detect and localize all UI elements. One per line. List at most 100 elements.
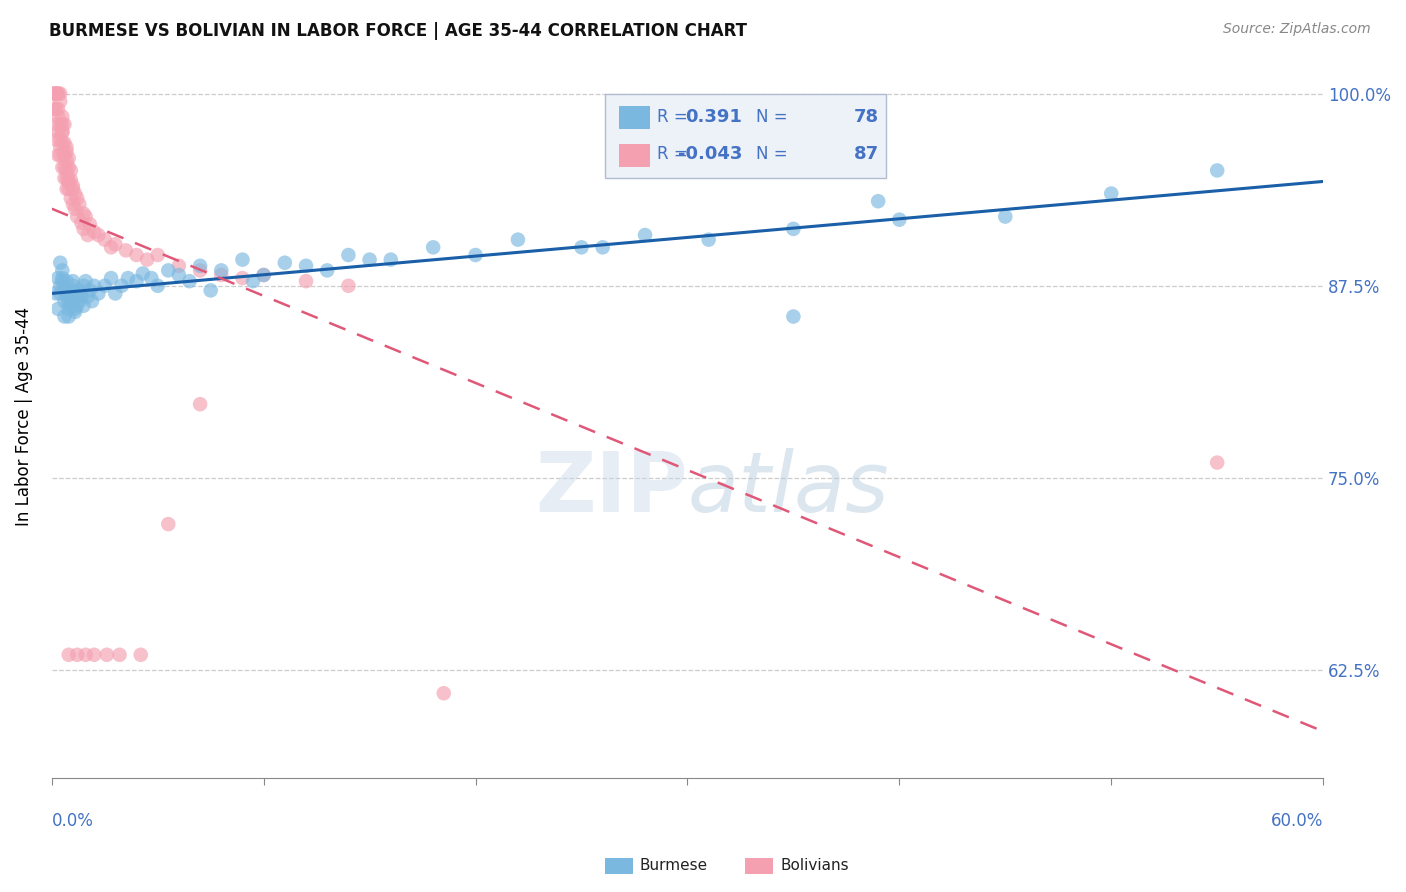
Point	[571, 240, 593, 254]
Text: atlas: atlas	[688, 449, 889, 529]
Point	[51, 125, 73, 139]
Point	[66, 191, 89, 205]
Point	[253, 268, 276, 282]
Text: R =: R =	[657, 145, 688, 163]
Point	[316, 263, 339, 277]
Point	[46, 110, 69, 124]
Point	[58, 176, 80, 190]
Point	[188, 263, 211, 277]
Point	[79, 217, 101, 231]
Point	[464, 248, 486, 262]
Point	[58, 172, 80, 186]
Point	[53, 171, 76, 186]
Point	[63, 301, 86, 316]
Point	[46, 148, 69, 162]
Point	[49, 133, 72, 147]
Point	[889, 212, 911, 227]
Point	[100, 271, 122, 285]
Point	[46, 87, 69, 101]
Point	[55, 274, 77, 288]
Point	[51, 263, 73, 277]
Point	[46, 125, 69, 139]
Point	[66, 289, 89, 303]
Text: 78: 78	[853, 108, 879, 126]
Point	[506, 233, 529, 247]
Point	[209, 263, 232, 277]
Point	[994, 210, 1017, 224]
Point	[592, 240, 614, 254]
Text: Bolivians: Bolivians	[780, 858, 849, 872]
Point	[49, 256, 72, 270]
Point	[76, 289, 98, 303]
Text: BURMESE VS BOLIVIAN IN LABOR FORCE | AGE 35-44 CORRELATION CHART: BURMESE VS BOLIVIAN IN LABOR FORCE | AGE…	[49, 22, 747, 40]
Point	[63, 305, 86, 319]
Point	[83, 278, 105, 293]
Point	[51, 161, 73, 175]
Point	[55, 289, 77, 303]
Point	[87, 286, 110, 301]
Point	[634, 227, 657, 242]
Point	[132, 267, 155, 281]
Point	[45, 87, 67, 101]
Point	[75, 274, 97, 288]
Point	[231, 252, 253, 267]
Point	[125, 248, 148, 262]
Point	[75, 210, 97, 224]
Point	[209, 268, 232, 282]
Point	[72, 299, 94, 313]
Point	[42, 102, 65, 116]
Point	[58, 161, 80, 175]
Point	[49, 117, 72, 131]
Point	[93, 278, 115, 293]
Point	[75, 648, 97, 662]
Point	[62, 278, 84, 293]
Point	[1206, 163, 1229, 178]
Point	[59, 172, 82, 186]
Point	[179, 274, 201, 288]
Point	[697, 233, 720, 247]
Point	[58, 294, 80, 309]
Point	[66, 299, 89, 313]
Point	[49, 278, 72, 293]
Point	[55, 163, 77, 178]
Point	[53, 117, 76, 131]
Point	[59, 297, 82, 311]
Point	[53, 294, 76, 309]
Point	[67, 294, 90, 309]
Point	[51, 117, 73, 131]
Point	[70, 286, 93, 301]
Point	[104, 286, 127, 301]
Point	[422, 240, 444, 254]
Point	[108, 648, 131, 662]
Text: ZIP: ZIP	[534, 449, 688, 529]
Point	[782, 310, 804, 324]
Y-axis label: In Labor Force | Age 35-44: In Labor Force | Age 35-44	[15, 307, 32, 526]
Point	[76, 227, 98, 242]
Point	[380, 252, 402, 267]
Text: R =: R =	[657, 108, 688, 126]
Point	[72, 278, 94, 293]
Point	[51, 274, 73, 288]
Point	[146, 248, 169, 262]
Point	[46, 102, 69, 116]
Point	[58, 301, 80, 316]
Point	[100, 240, 122, 254]
Point	[51, 110, 73, 124]
Point	[87, 227, 110, 242]
Point	[72, 222, 94, 236]
Text: 0.391: 0.391	[686, 108, 742, 126]
Point	[67, 197, 90, 211]
Point	[93, 233, 115, 247]
Point	[58, 648, 80, 662]
Point	[45, 87, 67, 101]
Text: N =: N =	[756, 108, 787, 126]
Point	[49, 286, 72, 301]
Point	[49, 140, 72, 154]
Point	[157, 517, 180, 532]
Point	[46, 301, 69, 316]
Text: 0.0%: 0.0%	[52, 812, 94, 830]
Text: 87: 87	[853, 145, 879, 163]
Point	[62, 178, 84, 193]
Point	[62, 274, 84, 288]
Point	[295, 259, 318, 273]
